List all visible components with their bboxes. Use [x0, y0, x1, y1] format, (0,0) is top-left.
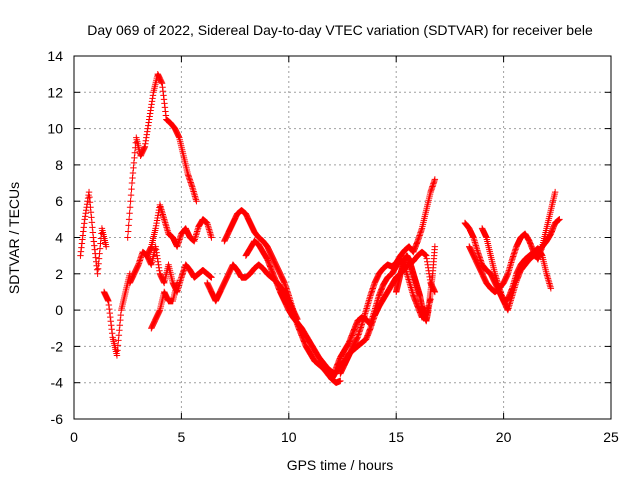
series-track-5 — [143, 201, 215, 259]
data-point — [125, 216, 133, 223]
y-tick-label: 10 — [47, 121, 63, 137]
data-point — [125, 222, 132, 229]
y-tick-label: 0 — [55, 302, 63, 318]
data-point — [103, 243, 110, 250]
y-tick-label: -6 — [51, 411, 64, 427]
data-point — [547, 285, 555, 292]
series-track-2 — [100, 270, 134, 359]
x-tick-label: 20 — [496, 429, 512, 445]
x-axis-label: GPS time / hours — [287, 457, 394, 473]
series-track-4 — [126, 243, 215, 296]
series-track-3 — [124, 70, 200, 241]
x-tick-label: 0 — [70, 429, 78, 445]
x-tick-label: 10 — [281, 429, 297, 445]
data-point — [126, 210, 133, 217]
data-point — [431, 176, 439, 183]
series-track-6 — [148, 279, 181, 332]
series-track-9 — [242, 237, 340, 377]
data-point — [173, 279, 181, 287]
chart-title: Day 069 of 2022, Sidereal Day-to-day VTE… — [87, 22, 593, 38]
y-tick-label: 12 — [47, 84, 63, 100]
data-point — [551, 188, 559, 196]
series-track-1 — [77, 188, 110, 277]
axis-ticks: 0 5 10 15 20 25 -6 -4 -2 0 2 4 6 8 10 12 14 — [47, 48, 619, 445]
x-tick-label: 15 — [388, 429, 404, 445]
data-point — [124, 234, 131, 241]
data-point — [127, 191, 135, 199]
y-tick-label: 8 — [55, 157, 63, 173]
y-tick-label: 14 — [47, 48, 63, 64]
data-point — [208, 234, 215, 241]
series-track-13 — [393, 243, 439, 325]
data-point — [127, 198, 134, 205]
y-tick-label: -2 — [51, 338, 64, 354]
data-point — [208, 274, 215, 281]
x-tick-label: 25 — [603, 429, 619, 445]
data-point — [337, 377, 344, 385]
y-tick-label: 4 — [55, 230, 63, 246]
data-point — [431, 243, 439, 250]
data-point — [556, 216, 563, 223]
data-point — [193, 198, 200, 205]
series-track-7 — [203, 261, 301, 323]
y-tick-label: 6 — [55, 193, 63, 209]
series-track-16 — [478, 225, 555, 305]
data-points — [77, 70, 563, 386]
series-track-14 — [461, 216, 563, 314]
data-point — [128, 185, 135, 193]
x-tick-label: 5 — [178, 429, 186, 445]
y-axis-label: SDTVAR / TECUs — [6, 182, 22, 294]
y-tick-label: 2 — [55, 266, 63, 282]
data-point — [126, 204, 134, 211]
data-point — [124, 228, 132, 235]
y-tick-label: -4 — [51, 375, 64, 391]
